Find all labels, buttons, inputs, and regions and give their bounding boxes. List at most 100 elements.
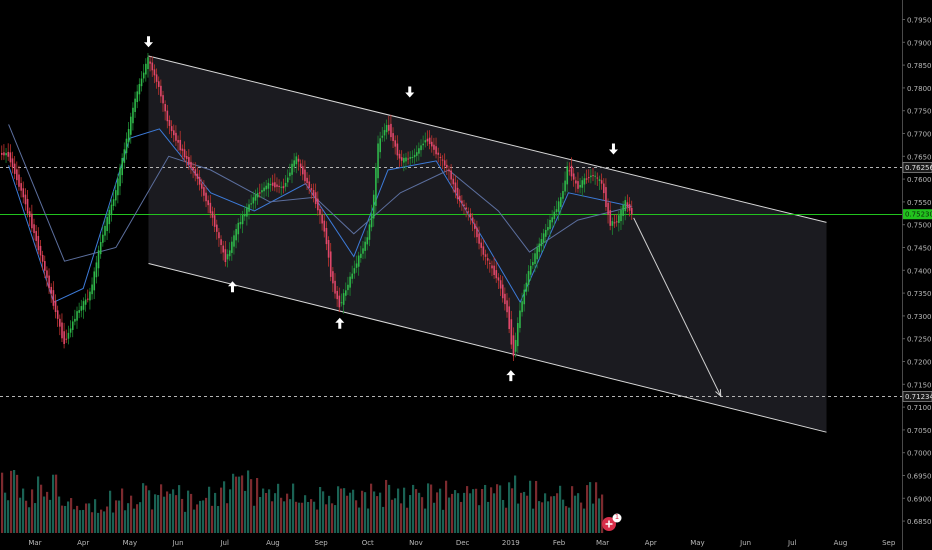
candle-body	[383, 130, 386, 136]
candle-body	[207, 200, 209, 206]
candle-body	[132, 107, 134, 124]
candle-body	[491, 265, 493, 269]
volume-bar	[271, 501, 274, 533]
candle-body	[450, 170, 452, 180]
candle-body	[439, 156, 442, 158]
volume-bar	[343, 488, 346, 533]
volume-bar	[220, 487, 223, 533]
moving-average-line	[8, 124, 633, 262]
level-label-box	[903, 209, 932, 220]
candle-body	[54, 300, 57, 312]
candle-body	[474, 223, 476, 229]
candle-body	[220, 239, 222, 246]
volume-bar	[7, 500, 10, 533]
volume-bar	[43, 496, 46, 533]
candle-body	[142, 72, 145, 79]
candle-body	[553, 211, 556, 220]
candle-body	[136, 91, 139, 103]
candle-body	[271, 182, 274, 186]
x-tick-label: Jun	[739, 539, 751, 547]
volume-bar	[445, 480, 448, 533]
candle-body	[347, 284, 349, 291]
candle-body	[355, 263, 358, 268]
volume-bar	[55, 474, 58, 533]
candles-group	[1, 52, 633, 361]
candle-body	[114, 190, 117, 201]
volume-bar	[403, 487, 406, 533]
volume-bar	[286, 493, 289, 533]
volume-bar	[76, 505, 79, 533]
notification-badge[interactable]: 1	[601, 513, 623, 533]
volume-bar	[352, 489, 355, 533]
candle-body	[497, 277, 500, 281]
candle-body	[185, 155, 188, 159]
volume-bar	[49, 499, 52, 533]
candle-body	[145, 63, 147, 75]
volume-bar	[115, 500, 118, 533]
volume-bar	[397, 488, 400, 533]
candle-body	[35, 231, 37, 241]
candle-body	[198, 176, 201, 185]
candle-body	[80, 306, 83, 311]
candle-body	[476, 227, 478, 238]
candle-body	[102, 234, 104, 243]
candle-body	[366, 237, 369, 245]
volume-bar	[361, 490, 364, 533]
volume-bar	[355, 500, 358, 533]
volume-bar	[61, 505, 64, 533]
candle-body	[28, 211, 31, 218]
candle-body	[381, 135, 384, 138]
volume-bar	[67, 501, 70, 533]
volume-bar	[466, 486, 469, 533]
volume-bar	[109, 490, 112, 533]
candle-body	[437, 152, 440, 155]
candle-body	[18, 174, 20, 187]
volume-bar	[13, 469, 16, 533]
volume-bar	[148, 490, 151, 533]
candle-body	[622, 204, 624, 216]
volume-bar	[214, 492, 217, 533]
candle-body	[471, 217, 474, 223]
volume-bar	[577, 493, 580, 533]
candle-body	[325, 228, 328, 245]
candle-body	[291, 163, 293, 175]
candle-body	[579, 184, 581, 188]
volume-bar	[241, 475, 244, 533]
candle-body	[514, 339, 517, 352]
candle-body	[299, 163, 302, 168]
candle-body	[572, 173, 575, 180]
candle-body	[190, 161, 192, 168]
volume-bar	[16, 474, 19, 533]
volume-bar	[532, 508, 535, 533]
volume-bar	[34, 503, 37, 533]
candle-body	[557, 201, 560, 212]
volume-bar	[304, 495, 307, 533]
x-axis[interactable]: Mar Apr May Jun Jul Aug Sep Oct Nov Dec 2019 Feb Mar…	[28, 539, 932, 547]
arrow-up-marker-icon	[506, 370, 516, 382]
volume-bar	[124, 510, 127, 533]
volume-bar	[370, 483, 373, 533]
volume-bar	[193, 509, 196, 533]
candle-body	[590, 175, 592, 178]
candle-body	[480, 242, 483, 248]
candle-body	[585, 178, 588, 180]
candle-body	[370, 213, 373, 228]
candle-body	[478, 233, 480, 244]
volume-bar	[553, 496, 556, 533]
overlay-group	[144, 36, 722, 398]
volume-bar	[454, 490, 457, 533]
candle-body	[226, 254, 229, 260]
candle-body	[243, 214, 246, 217]
volume-bar	[91, 512, 94, 533]
candle-body	[278, 185, 280, 188]
candle-body	[375, 167, 377, 206]
candle-body	[33, 224, 35, 234]
volume-bar	[334, 505, 337, 533]
candle-body	[127, 129, 130, 143]
